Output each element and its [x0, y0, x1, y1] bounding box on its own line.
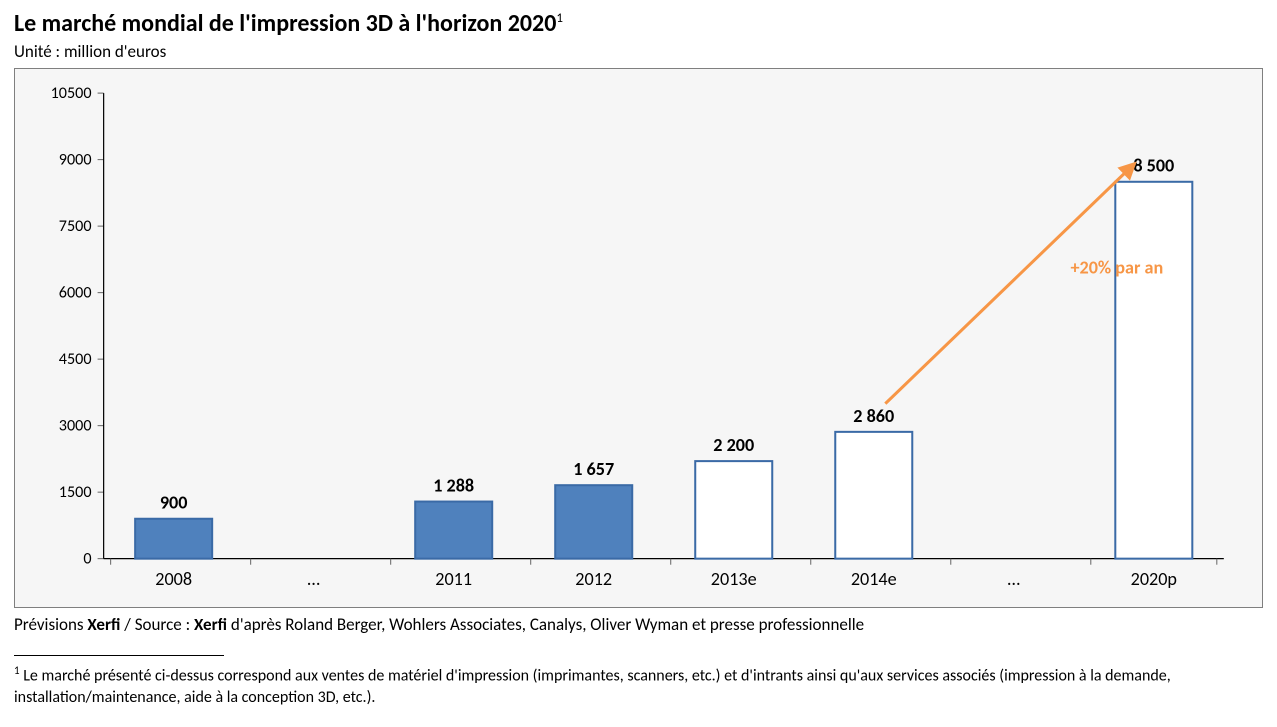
- svg-text:…: …: [1008, 568, 1021, 590]
- svg-text:4500: 4500: [59, 350, 92, 369]
- svg-text:3000: 3000: [59, 416, 92, 435]
- source-mid: / Source :: [120, 614, 194, 635]
- svg-text:6000: 6000: [59, 283, 92, 302]
- footnote-text: Le marché présenté ci-dessus correspond …: [14, 666, 1171, 707]
- footnote: 1 Le marché présenté ci-dessus correspon…: [14, 664, 1263, 709]
- svg-text:2014e: 2014e: [851, 568, 897, 590]
- svg-text:2020p: 2020p: [1131, 568, 1177, 590]
- page-subtitle: Unité : million d'euros: [14, 41, 1263, 62]
- title-text: Le marché mondial de l'impression 3D à l…: [14, 9, 556, 38]
- svg-text:1 657: 1 657: [573, 458, 614, 480]
- page-container: Le marché mondial de l'impression 3D à l…: [0, 0, 1277, 722]
- svg-text:0: 0: [83, 550, 91, 569]
- title-superscript: 1: [556, 11, 563, 26]
- footnote-rule: [14, 655, 224, 656]
- svg-text:1 288: 1 288: [433, 474, 474, 496]
- source-bold-2: Xerfi: [194, 614, 227, 635]
- svg-text:8 500: 8 500: [1133, 155, 1174, 177]
- svg-text:+20% par an: +20% par an: [1070, 256, 1163, 278]
- source-prefix: Prévisions: [14, 614, 87, 635]
- svg-text:1500: 1500: [59, 483, 92, 502]
- page-title: Le marché mondial de l'impression 3D à l…: [14, 10, 1263, 39]
- svg-text:2 860: 2 860: [853, 405, 894, 427]
- svg-text:2012: 2012: [575, 568, 612, 590]
- bar-chart: 0 1500 3000 4500 6000 7500 9000 10500 2008 900 … 20…: [33, 79, 1244, 603]
- svg-text:…: …: [307, 568, 320, 590]
- svg-text:2008: 2008: [155, 568, 192, 590]
- svg-text:2013e: 2013e: [711, 568, 757, 590]
- svg-text:9000: 9000: [59, 150, 92, 169]
- chart-frame: 0 1500 3000 4500 6000 7500 9000 10500 2008 900 … 20…: [14, 68, 1263, 608]
- source-line: Prévisions Xerfi / Source : Xerfi d'aprè…: [14, 614, 1263, 635]
- svg-text:900: 900: [160, 491, 188, 513]
- source-rest: d'après Roland Berger, Wohlers Associate…: [227, 614, 864, 635]
- svg-text:10500: 10500: [51, 84, 92, 103]
- svg-text:2 200: 2 200: [713, 434, 754, 456]
- source-bold-1: Xerfi: [87, 614, 120, 635]
- svg-text:2011: 2011: [435, 568, 472, 590]
- svg-text:7500: 7500: [59, 217, 92, 236]
